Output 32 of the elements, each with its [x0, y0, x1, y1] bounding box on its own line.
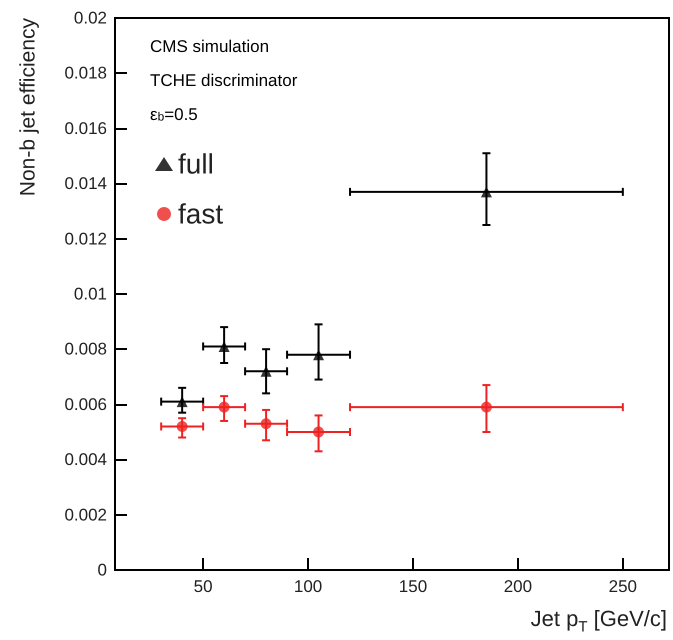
annotation: CMS simulation	[150, 37, 270, 56]
y-tick-label: 0.01	[74, 284, 107, 304]
legend-label: fast	[178, 198, 224, 230]
x-tick-label: 250	[608, 577, 638, 596]
point	[313, 349, 324, 360]
point	[480, 186, 492, 198]
annotation: TCHE discriminator	[150, 71, 298, 90]
point	[260, 418, 272, 430]
y-tick-label: 0.008	[64, 340, 107, 359]
point	[176, 396, 188, 408]
y-tick-label: 0.018	[64, 64, 107, 83]
y-tick-label: 0.02	[74, 8, 107, 28]
y-axis-title: Non-b jet efficiency	[16, 18, 40, 196]
point	[260, 366, 272, 377]
x-tick-label: 200	[504, 577, 532, 596]
y-tick-label: 0.016	[64, 118, 107, 138]
y-tick-label: 0.002	[64, 505, 107, 524]
point	[480, 402, 492, 413]
x-tick-label: 150	[398, 577, 428, 596]
y-tick-label: 0.006	[64, 394, 107, 414]
point	[313, 426, 324, 438]
y-tick-label: 0.012	[64, 229, 107, 248]
x-tick-label: 100	[294, 577, 322, 596]
point	[176, 420, 188, 432]
y-tick-label: 0.004	[64, 450, 107, 470]
y-tick-label: 0.014	[64, 174, 107, 194]
x-tick-label: 50	[194, 577, 213, 596]
annotation: εb=0.5	[150, 105, 198, 124]
y-tick-label: 0	[98, 560, 107, 580]
x-axis-title: Jet p$_{T}$ [GeV/c]	[530, 606, 667, 636]
point	[218, 402, 230, 413]
legend-label: full	[178, 148, 214, 180]
